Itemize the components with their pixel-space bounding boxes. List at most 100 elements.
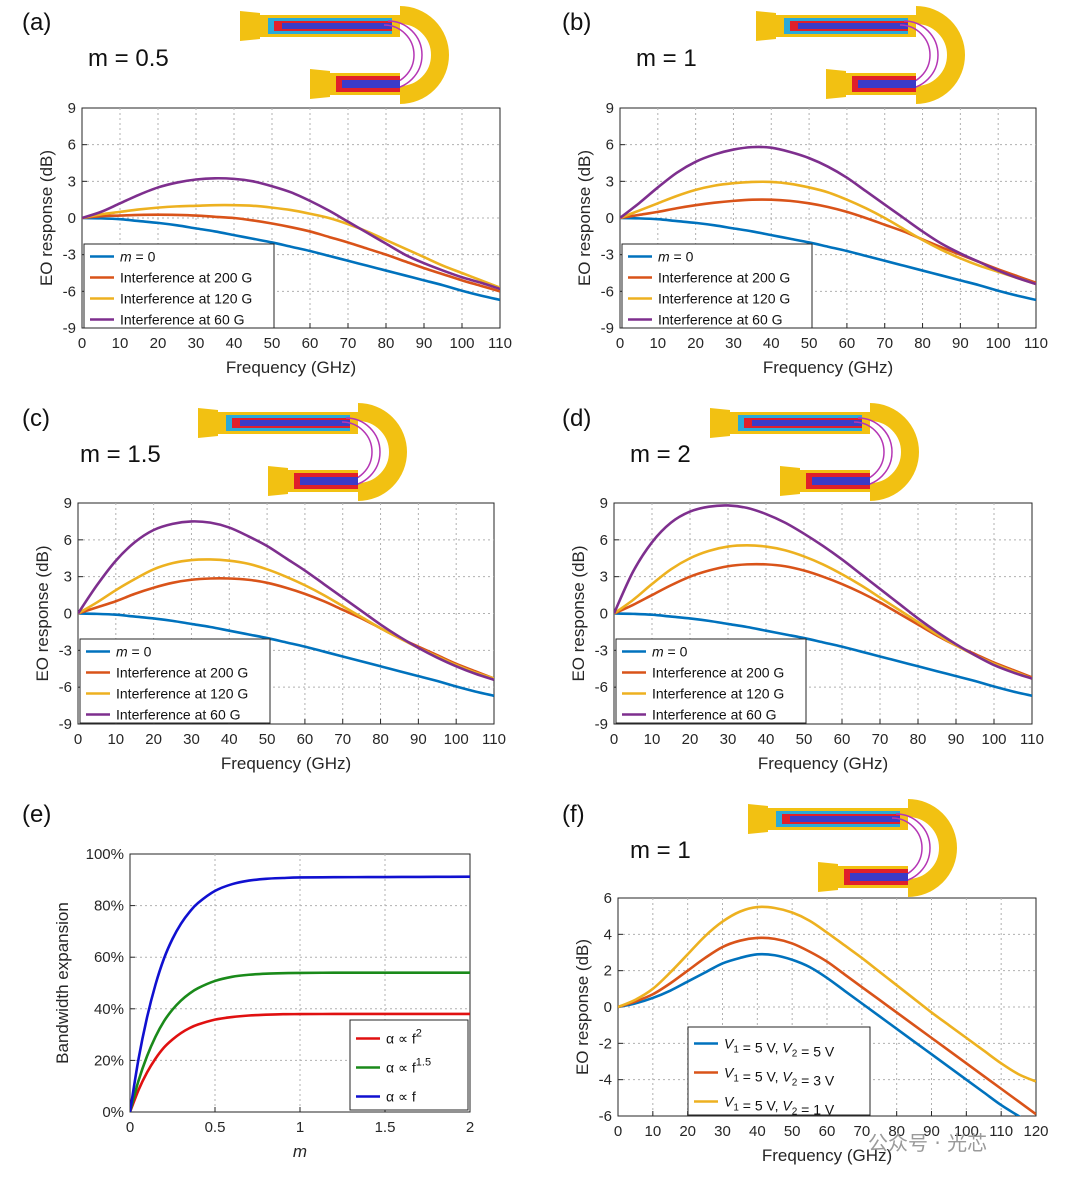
y-tick-label: -4 <box>599 1072 612 1089</box>
panel-letter: (f) <box>562 801 585 828</box>
panel-letter: (b) <box>562 9 591 36</box>
y-tick-label: 6 <box>64 532 72 549</box>
x-axis-label: m <box>293 1142 307 1161</box>
y-tick-label: 0% <box>102 1104 124 1121</box>
panel-letter: (e) <box>22 801 51 828</box>
y-tick-label: 6 <box>68 137 76 154</box>
x-tick-label: 80 <box>888 1123 905 1140</box>
series-line <box>618 936 1036 1116</box>
x-axis-label: Frequency (GHz) <box>221 754 351 773</box>
device-schematic <box>748 804 948 892</box>
legend-box <box>621 243 813 329</box>
x-tick-label: 60 <box>839 335 856 352</box>
x-tick-label: 40 <box>763 335 780 352</box>
y-tick-label: 3 <box>606 173 614 190</box>
plot-b: 0 10 20 30 40 50 60 70 80 90 100 110 -9 -6 -3 0 3 6 9 Frequ… <box>575 100 1048 377</box>
y-tick-label: 0 <box>68 210 76 227</box>
y-tick-label: 0 <box>64 606 72 623</box>
y-tick-label: -3 <box>63 247 76 264</box>
y-tick-label: -3 <box>595 642 608 659</box>
series-line <box>82 176 500 291</box>
x-tick-label: 60 <box>302 335 319 352</box>
y-axis-label: EO response (dB) <box>37 150 56 286</box>
device-schematic <box>198 408 398 496</box>
y-tick-label: -6 <box>601 283 614 300</box>
x-tick-label: 70 <box>334 731 351 748</box>
x-axis-label: Frequency (GHz) <box>762 1146 892 1165</box>
x-tick-label: 70 <box>340 335 357 352</box>
x-tick-label: 110 <box>1020 731 1044 748</box>
watermark: 公众号 · 光芯 <box>868 1131 987 1155</box>
y-axis-label: EO response (dB) <box>575 150 594 286</box>
series-line <box>78 612 494 698</box>
legend-label: Interference at 60 G <box>658 312 783 328</box>
series-line <box>618 905 1036 1083</box>
legend-label: Interference at 200 G <box>120 270 252 286</box>
panel-f: (f) m = 1 0 10 20 30 40 50 60 70 80 90 100 110 120-6… <box>562 801 1049 1165</box>
x-tick-label: 2 <box>466 1119 474 1136</box>
x-tick-label: 60 <box>297 731 314 748</box>
y-tick-label: -6 <box>595 679 608 696</box>
device-schematic <box>710 408 910 496</box>
panel-d: (d) m = 2 0 10 20 30 40 50 60 70 80 90 100 110-9-6-… <box>562 405 1044 773</box>
y-axis-label: EO response (dB) <box>573 939 592 1075</box>
x-tick-label: 50 <box>784 1123 801 1140</box>
y-tick-label: 9 <box>606 100 614 117</box>
series-line <box>614 612 1032 698</box>
x-tick-label: 30 <box>188 335 205 352</box>
plot-d: 0 10 20 30 40 50 60 70 80 90 100 110 -9 -6 -3 0 3 6 9 Frequ… <box>569 495 1044 773</box>
legend: α ∝ f2 α ∝ f1.5 α ∝ f <box>349 1019 469 1111</box>
x-tick-label: 90 <box>410 731 427 748</box>
x-tick-label: 100 <box>449 335 474 352</box>
x-tick-label: 100 <box>986 335 1011 352</box>
legend-label: V1 = 5 V, V2 = 3 V <box>724 1065 835 1089</box>
y-tick-label: 0 <box>606 210 614 227</box>
x-tick-label: 30 <box>725 335 742 352</box>
m-value-label: m = 0.5 <box>88 45 169 72</box>
x-tick-label: 0 <box>74 731 82 748</box>
series-line <box>130 971 470 1112</box>
legend: m = 0 Interference at 200 G Interference a… <box>615 638 807 724</box>
y-axis-label: Bandwidth expansion <box>53 902 72 1064</box>
panel-letter: (d) <box>562 405 591 432</box>
legend-label: V1 = 5 V, V2 = 5 V <box>724 1036 835 1060</box>
plot-c: 0 10 20 30 40 50 60 70 80 90 100 110 -9 -6 -3 0 3 6 9 Frequ… <box>33 495 506 773</box>
legend-box <box>79 638 271 724</box>
plot-f: 0 10 20 30 40 50 60 70 80 90 100 110 120 -6 -4 -2 0 2 4 6 Fr… <box>573 890 1049 1165</box>
series-line <box>82 213 500 293</box>
legend-label: Interference at 120 G <box>652 686 784 702</box>
x-tick-label: 10 <box>644 731 661 748</box>
x-tick-label: 80 <box>372 731 389 748</box>
y-tick-label: -9 <box>63 320 76 337</box>
y-axis-label: EO response (dB) <box>33 545 52 681</box>
legend-label: m = 0 <box>658 249 694 265</box>
x-tick-label: 40 <box>226 335 243 352</box>
x-tick-label: 0 <box>126 1119 134 1136</box>
legend-label: Interference at 60 G <box>652 707 777 723</box>
x-tick-label: 100 <box>444 731 469 748</box>
panel-a: (a) m = 0.5 0 10 20 30 40 50 60 70 80 90 100 110-9-… <box>22 9 512 377</box>
panel-letter: (c) <box>22 405 50 432</box>
x-tick-label: 50 <box>796 731 813 748</box>
x-axis-label: Frequency (GHz) <box>763 358 893 377</box>
x-tick-label: 0 <box>616 335 624 352</box>
series-line <box>82 216 500 302</box>
x-tick-label: 0.5 <box>205 1119 226 1136</box>
m-value-label: m = 1 <box>630 837 691 864</box>
legend-label: α ∝ f <box>386 1089 416 1105</box>
x-tick-label: 120 <box>1023 1123 1048 1140</box>
x-tick-label: 0 <box>614 1123 622 1140</box>
x-tick-label: 90 <box>416 335 433 352</box>
panel-e: (e) 0 0.5 1 1.5 20%20%40%60%80%100%mBandwidt… <box>22 801 474 1161</box>
device-schematic <box>756 11 956 99</box>
x-tick-label: 40 <box>221 731 238 748</box>
legend-label: m = 0 <box>120 249 156 265</box>
legend-label: Interference at 120 G <box>116 686 248 702</box>
x-tick-label: 70 <box>876 335 893 352</box>
legend-label: Interference at 60 G <box>120 312 245 328</box>
x-tick-label: 80 <box>914 335 931 352</box>
y-tick-label: 2 <box>604 963 612 980</box>
y-tick-label: 100% <box>86 846 124 863</box>
x-tick-label: 80 <box>378 335 395 352</box>
